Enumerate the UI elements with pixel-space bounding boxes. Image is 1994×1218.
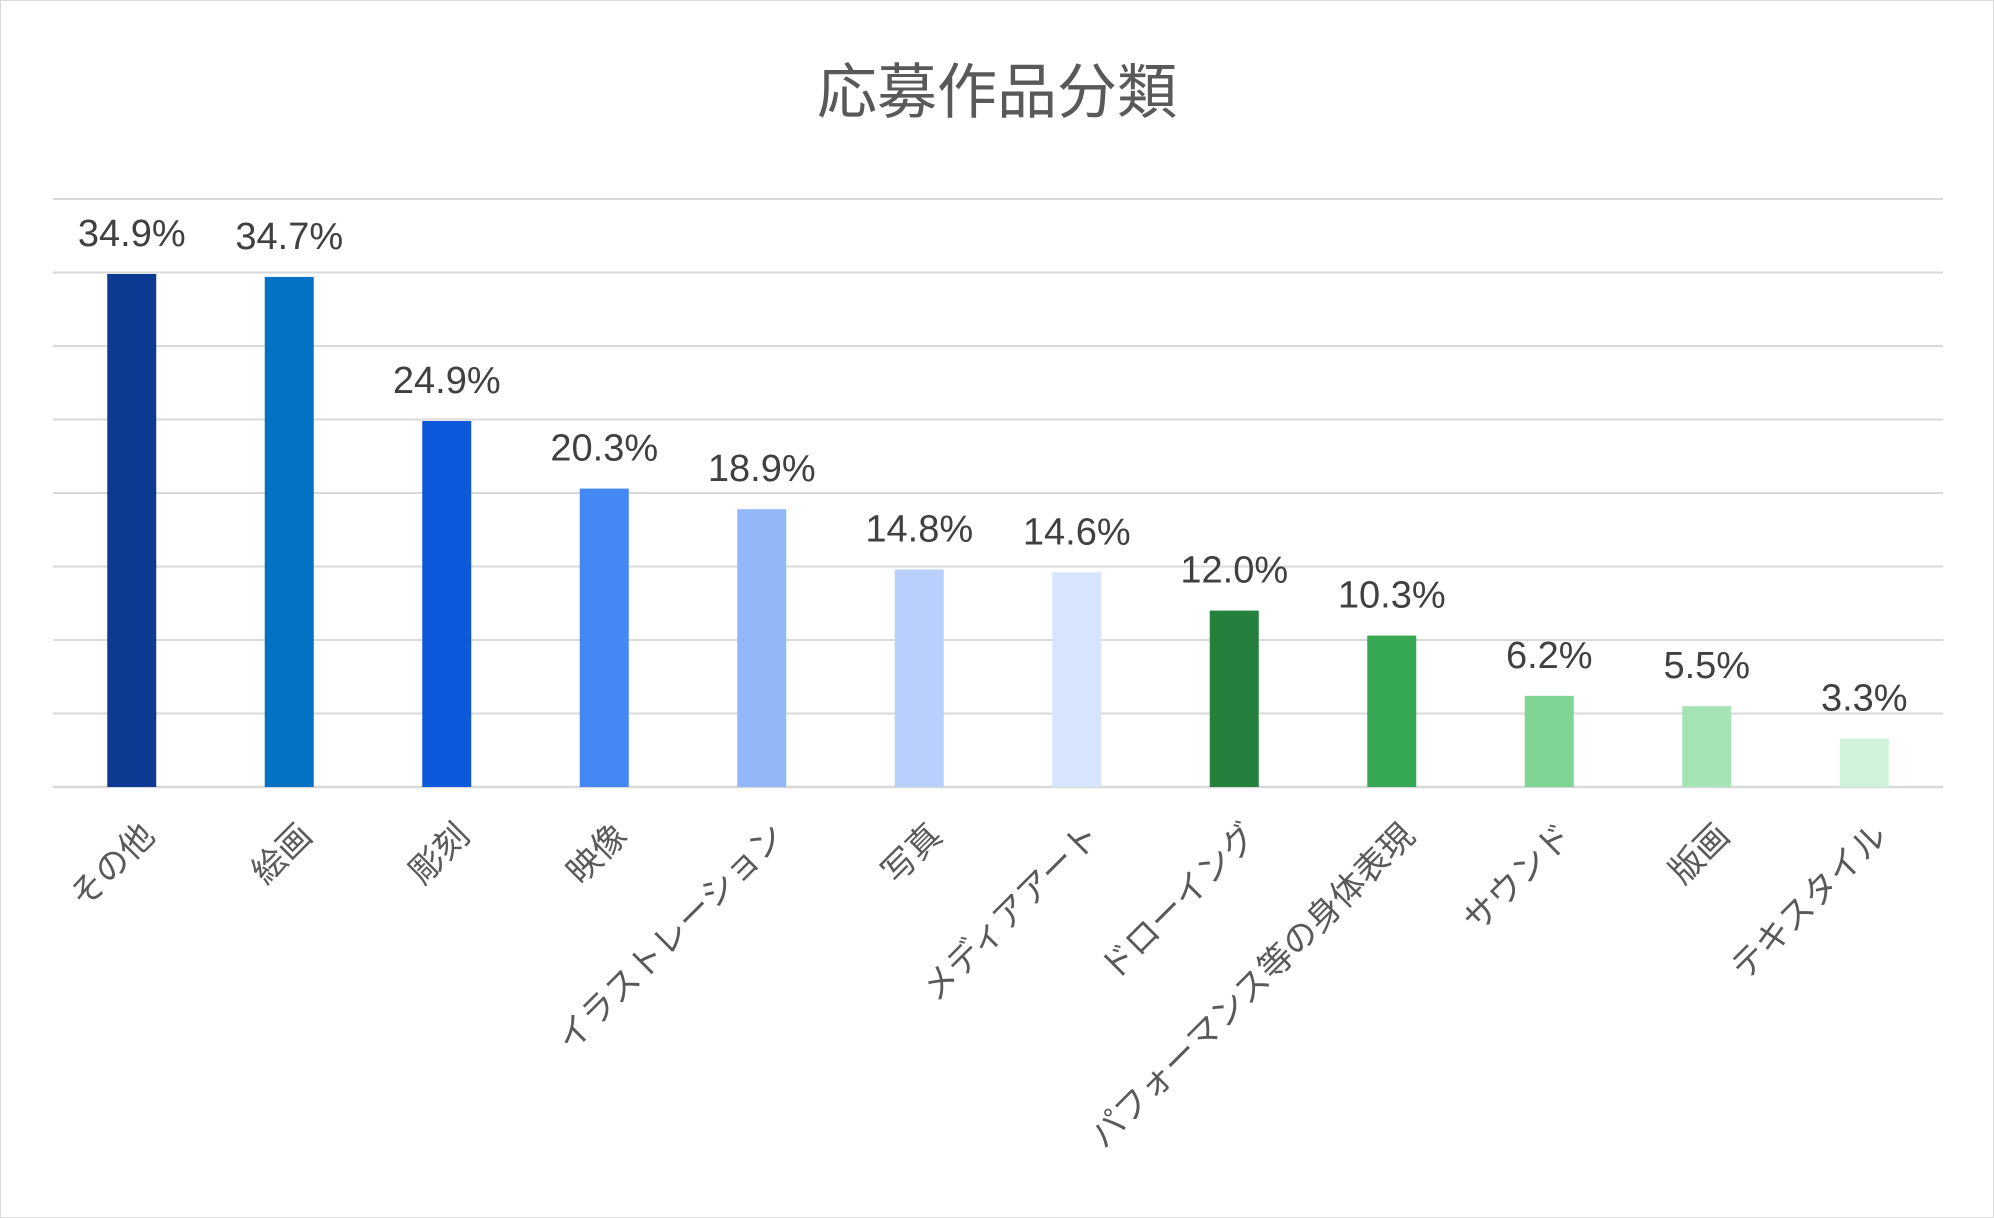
category-label-12: テキスタイル: [1724, 816, 1896, 988]
bar-7: [1052, 572, 1102, 787]
data-label-9: 10.3%: [1338, 575, 1446, 617]
category-label-10: サウンド: [1456, 816, 1580, 940]
category-label-8: ドローイング: [1093, 816, 1266, 989]
bar-12: [1839, 738, 1889, 787]
category-label-2: 絵画: [244, 816, 320, 892]
bar-9: [1367, 635, 1417, 787]
data-label-2: 34.7%: [235, 216, 343, 258]
data-label-6: 14.8%: [865, 508, 973, 550]
chart-title: 応募作品分類: [817, 58, 1177, 128]
data-label-1: 34.9%: [78, 213, 186, 255]
data-label-4: 20.3%: [550, 428, 658, 470]
category-label-4: 映像: [559, 816, 635, 892]
data-label-12: 3.3%: [1821, 677, 1908, 719]
data-label-3: 24.9%: [393, 360, 501, 402]
data-label-5: 18.9%: [708, 448, 816, 490]
category-label-1: その他: [62, 816, 162, 916]
bar-6: [894, 569, 944, 787]
bar-1: [107, 273, 157, 788]
data-label-8: 12.0%: [1180, 550, 1288, 592]
bar-11: [1682, 706, 1732, 787]
bar-8: [1209, 610, 1259, 787]
gridlines: [53, 198, 1943, 789]
data-label-11: 5.5%: [1663, 645, 1750, 687]
bars: [107, 273, 1889, 788]
bar-4: [579, 488, 629, 787]
bar-3: [422, 420, 472, 787]
data-labels: 34.9% 34.7% 24.9% 20.3% 18.9% 14.8% 14.6% 12.0%…: [78, 213, 1908, 720]
category-label-6: 写真: [874, 816, 950, 892]
bar-2: [264, 276, 314, 787]
data-label-7: 14.6%: [1023, 511, 1131, 553]
bar-5: [737, 509, 787, 787]
category-label-3: 彫刻: [401, 816, 477, 892]
category-label-9: パフォーマンス等の身体表現: [1082, 816, 1422, 1156]
bar-10: [1524, 695, 1574, 787]
data-label-10: 6.2%: [1506, 635, 1593, 677]
category-label-11: 版画: [1661, 816, 1737, 892]
